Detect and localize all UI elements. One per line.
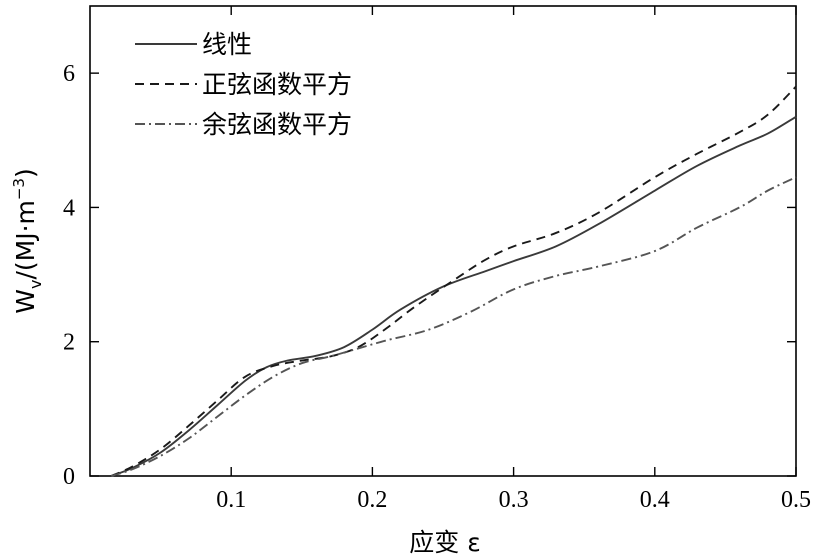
y-axis-label-unit: /(MJ·m xyxy=(11,200,40,279)
x-axis-label: 应变 ε xyxy=(409,528,480,557)
legend-item-sine-squared: 正弦函数平方 xyxy=(135,70,352,99)
y-tick-label: 4 xyxy=(63,195,75,221)
legend-label: 正弦函数平方 xyxy=(202,70,352,99)
plot-border xyxy=(89,5,797,477)
legend-label: 线性 xyxy=(202,30,252,59)
x-tick-label: 0.4 xyxy=(640,487,670,513)
y-axis-label: Wv/(MJ·m−3) xyxy=(10,168,45,314)
legend-item-linear: 线性 xyxy=(135,30,252,59)
y-axis-label-sub: v xyxy=(26,280,45,289)
y-tick-label: 0 xyxy=(63,464,75,490)
y-tick-label: 6 xyxy=(63,61,75,87)
y-axis-label-close: ) xyxy=(11,168,40,178)
y-tick-label: 2 xyxy=(63,330,75,356)
x-tick-label: 0.1 xyxy=(216,487,246,513)
series-layer xyxy=(110,85,797,477)
x-tick-label: 0.3 xyxy=(499,487,529,513)
axis-labels: 应变 ε Wv/(MJ·m−3) xyxy=(10,168,481,557)
x-tick-label: 0.2 xyxy=(357,487,387,513)
x-tick-label: 0.5 xyxy=(781,487,811,513)
axis-ticks: 0.1 0.2 0.3 0.4 0.5 0 2 4 6 xyxy=(63,6,811,513)
legend-item-cosine-squared: 余弦函数平方 xyxy=(135,110,352,139)
series-cosine-squared-line xyxy=(110,176,797,477)
series-linear-line xyxy=(110,115,797,477)
series-sine-squared-line xyxy=(110,85,797,477)
plot-frame xyxy=(89,5,797,477)
y-axis-label-sup: −3 xyxy=(10,178,28,200)
y-axis-label-main: W xyxy=(11,289,40,314)
legend-label: 余弦函数平方 xyxy=(202,110,352,139)
